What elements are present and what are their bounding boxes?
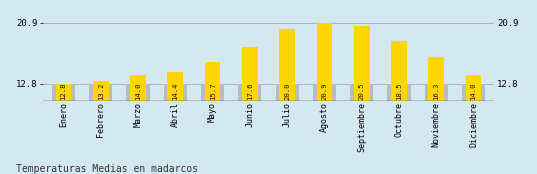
Bar xyxy=(350,84,373,101)
Text: 20.9: 20.9 xyxy=(322,82,328,100)
Text: 14.4: 14.4 xyxy=(172,82,178,100)
Text: Temperaturas Medias en madarcos: Temperaturas Medias en madarcos xyxy=(16,164,198,174)
Text: 20.5: 20.5 xyxy=(359,82,365,100)
Bar xyxy=(466,74,481,101)
Bar xyxy=(205,62,220,101)
Bar xyxy=(387,84,410,101)
Bar xyxy=(429,57,444,101)
Bar xyxy=(164,84,187,101)
Text: 16.3: 16.3 xyxy=(433,82,439,100)
Bar xyxy=(201,84,224,101)
Bar xyxy=(317,22,332,101)
Text: 12.8: 12.8 xyxy=(61,82,67,100)
Bar xyxy=(238,84,262,101)
Bar xyxy=(313,84,336,101)
Bar xyxy=(56,84,71,101)
Bar xyxy=(52,84,75,101)
Text: 15.7: 15.7 xyxy=(209,82,215,100)
Text: 14.0: 14.0 xyxy=(470,82,476,100)
Text: 18.5: 18.5 xyxy=(396,82,402,100)
Bar xyxy=(93,81,108,101)
Bar xyxy=(127,84,150,101)
Bar xyxy=(168,72,183,101)
Bar xyxy=(279,29,295,101)
Bar xyxy=(391,41,407,101)
Bar xyxy=(462,84,485,101)
Bar xyxy=(89,84,112,101)
Text: 20.0: 20.0 xyxy=(284,82,290,100)
Bar xyxy=(425,84,448,101)
Text: 17.6: 17.6 xyxy=(247,82,253,100)
Text: 14.0: 14.0 xyxy=(135,82,141,100)
Text: 13.2: 13.2 xyxy=(98,82,104,100)
Bar xyxy=(242,47,258,101)
Bar xyxy=(354,26,369,101)
Bar xyxy=(130,74,146,101)
Bar xyxy=(275,84,299,101)
